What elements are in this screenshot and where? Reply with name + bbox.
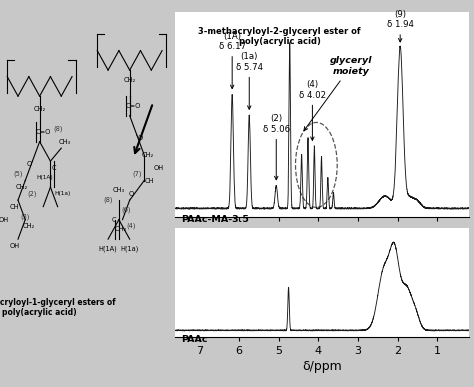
Text: CH₃: CH₃ [113, 187, 125, 194]
X-axis label: δ/ppm: δ/ppm [302, 360, 342, 373]
Text: (5): (5) [13, 171, 23, 177]
Text: C: C [52, 164, 56, 171]
Text: (7): (7) [132, 171, 142, 177]
Text: H(1A): H(1A) [99, 246, 118, 252]
Text: CH₂: CH₂ [124, 77, 136, 83]
Text: (9)
δ 1.94: (9) δ 1.94 [387, 10, 414, 42]
Text: (8): (8) [53, 125, 63, 132]
Text: PAAc-MA-3.5: PAAc-MA-3.5 [182, 215, 249, 224]
Text: OH: OH [9, 243, 19, 249]
Text: OH: OH [154, 164, 164, 171]
Text: O: O [26, 161, 31, 168]
Text: O: O [129, 191, 134, 197]
Text: OH: OH [0, 217, 9, 223]
Text: C=O: C=O [126, 103, 141, 109]
Text: (3): (3) [20, 213, 30, 220]
Text: H(1A): H(1A) [36, 175, 54, 180]
Text: (4)
δ 4.02: (4) δ 4.02 [299, 80, 326, 140]
Text: glyceryl
moiety: glyceryl moiety [304, 57, 372, 131]
Text: (1A)
δ 6.17: (1A) δ 6.17 [219, 32, 246, 89]
Text: CH₂: CH₂ [23, 223, 35, 229]
Text: CH: CH [9, 204, 19, 210]
Text: CH₂: CH₂ [16, 184, 28, 190]
Text: CH₂: CH₂ [34, 106, 46, 112]
Text: CH: CH [145, 178, 154, 184]
Text: C=O: C=O [36, 129, 51, 135]
Text: (2): (2) [27, 190, 37, 197]
Text: CH₂: CH₂ [142, 152, 154, 158]
Text: (6): (6) [121, 207, 131, 213]
Text: O: O [138, 135, 143, 141]
Text: H(1a): H(1a) [120, 246, 139, 252]
Text: CH₃: CH₃ [59, 139, 71, 145]
Text: (8): (8) [103, 197, 113, 204]
Text: (2)
δ 5.06: (2) δ 5.06 [263, 115, 290, 180]
Text: CH₂: CH₂ [115, 226, 127, 233]
Text: 3-methacryloyl-2-glyceryl ester of
poly(acrylic acid): 3-methacryloyl-2-glyceryl ester of poly(… [198, 27, 361, 46]
Text: 3-methacryloyl-1-glyceryl esters of
poly(acrylic acid): 3-methacryloyl-1-glyceryl esters of poly… [0, 298, 116, 317]
Text: (1a)
δ 5.74: (1a) δ 5.74 [236, 52, 263, 109]
Text: PAAc: PAAc [182, 335, 208, 344]
Text: H(1a): H(1a) [55, 191, 71, 196]
Text: (4): (4) [127, 223, 136, 229]
Text: C: C [111, 217, 116, 223]
